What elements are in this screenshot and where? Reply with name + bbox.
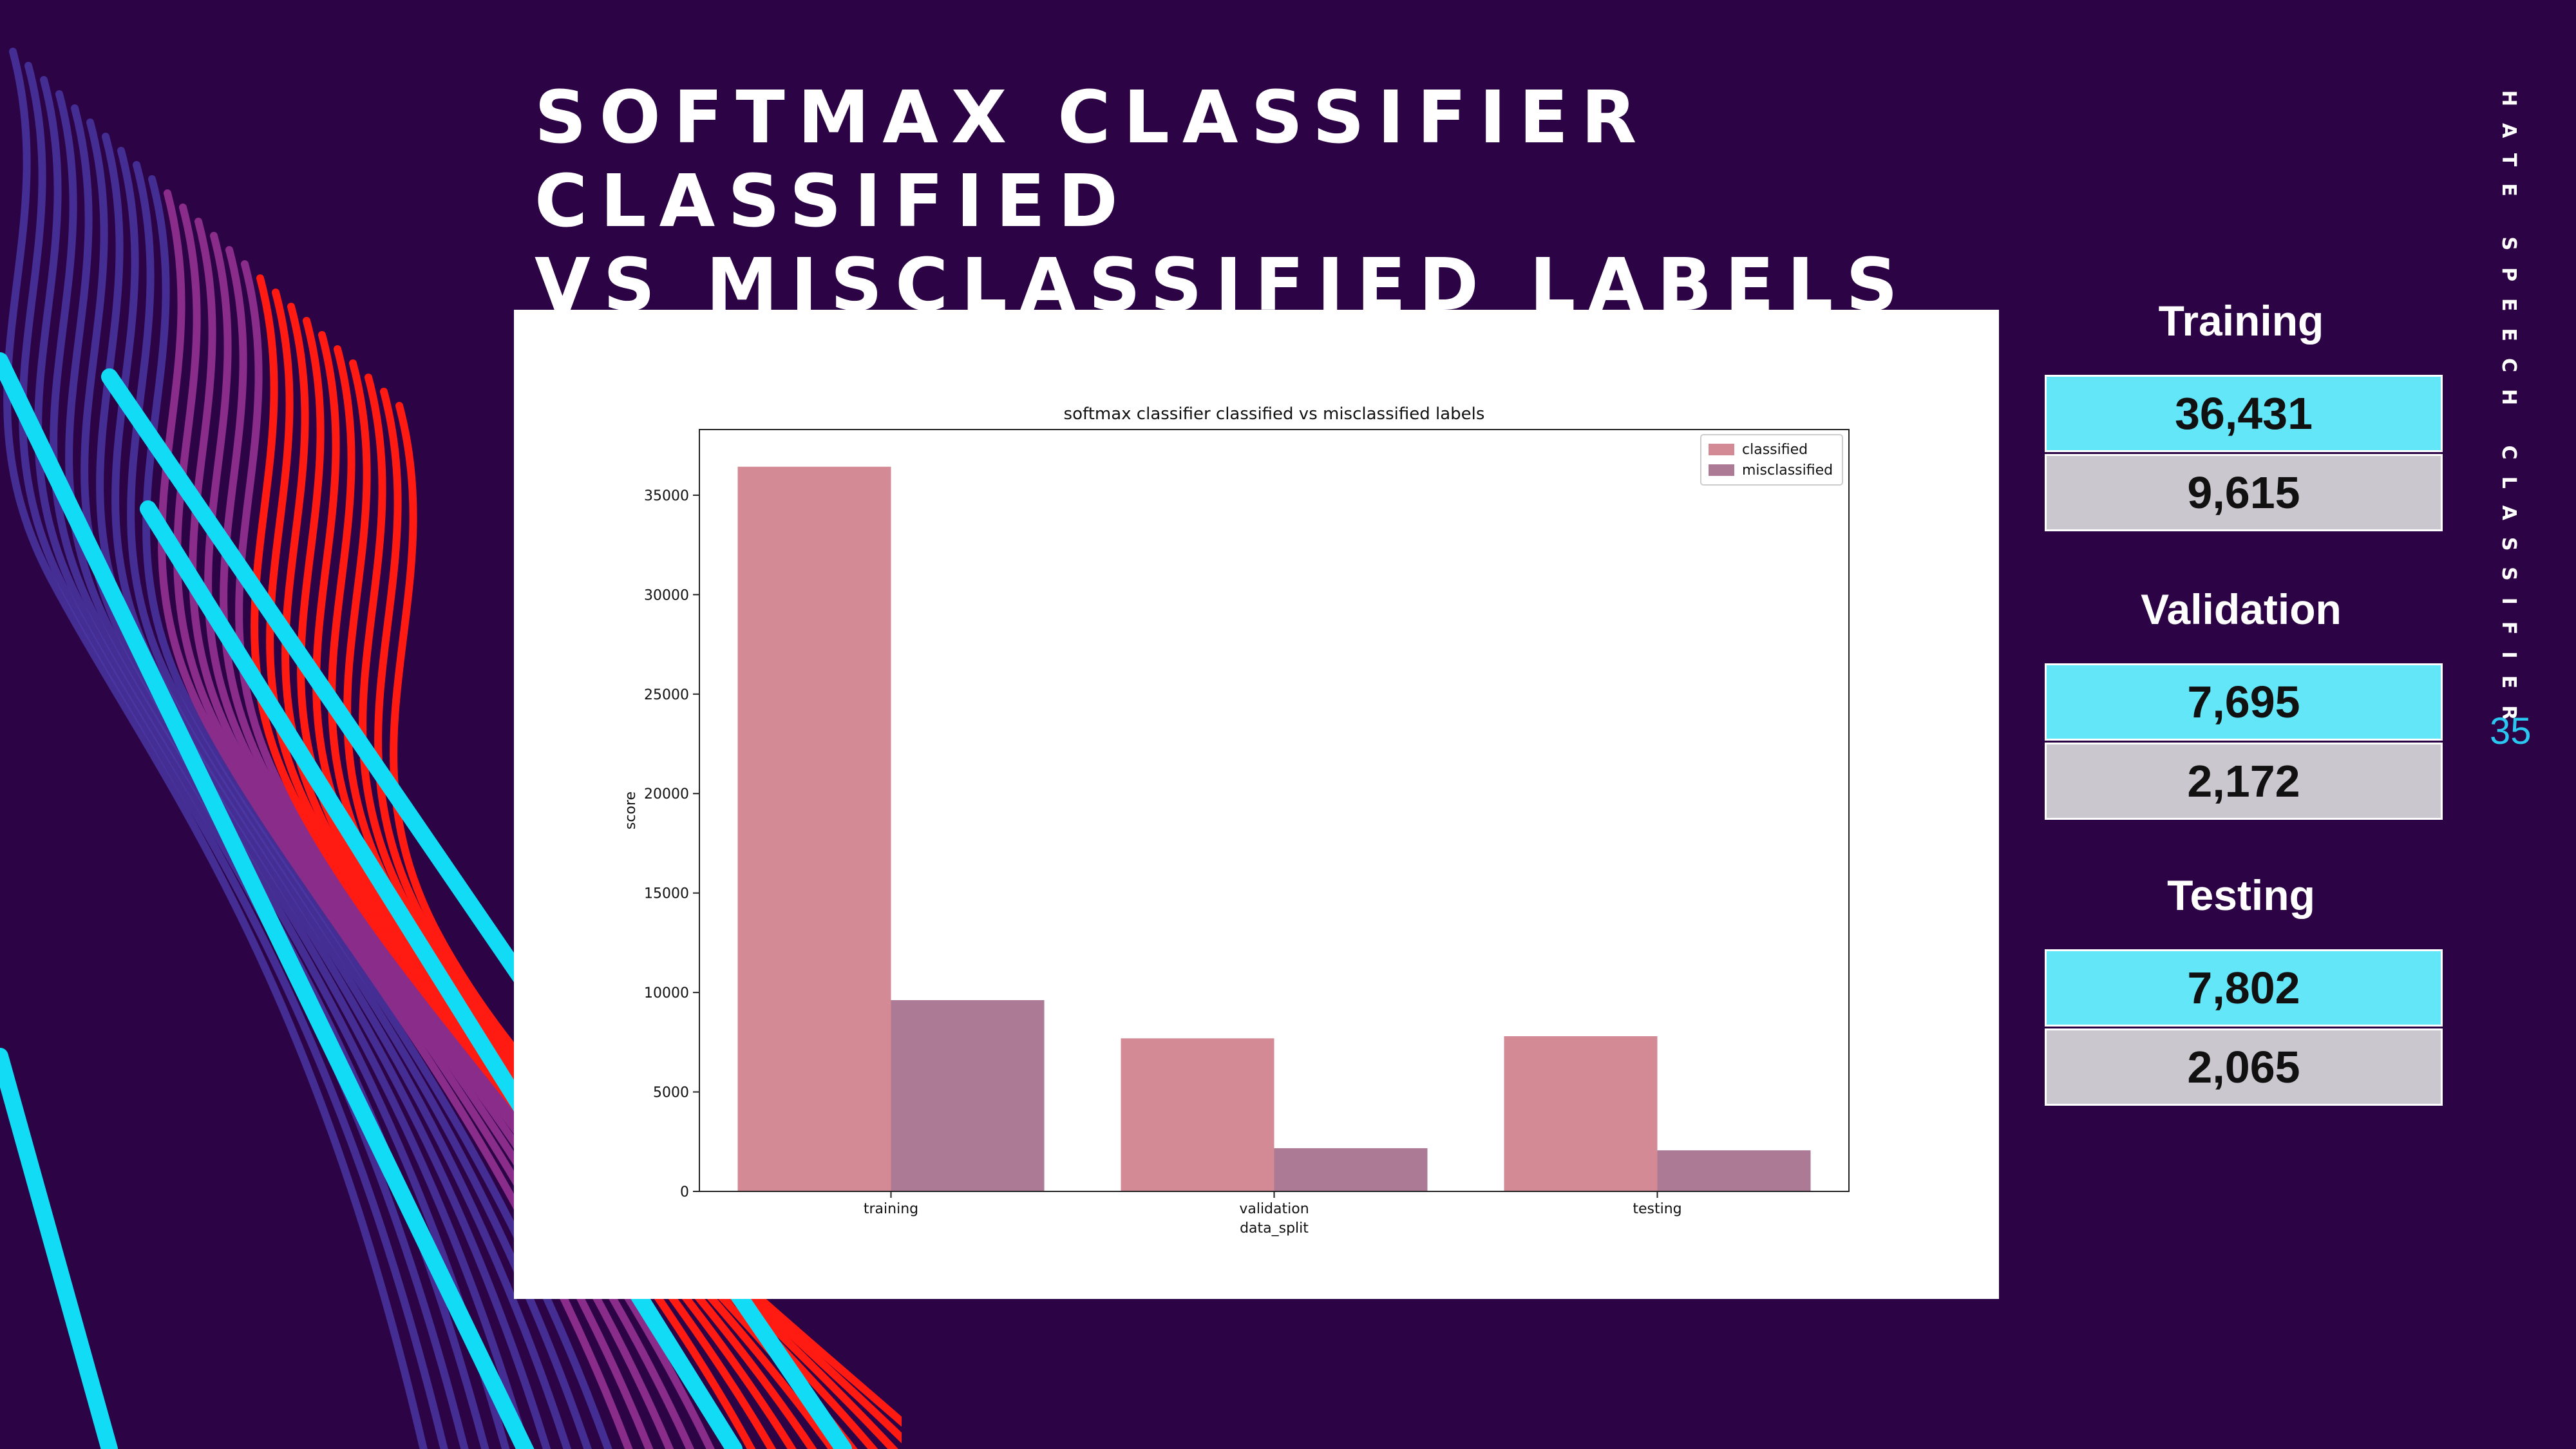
wave-line — [390, 402, 902, 1427]
bar-misclassified-validation — [1274, 1148, 1428, 1191]
stat-label-training: Training — [2158, 297, 2324, 345]
slide-title: SOFTMAX CLASSIFIER CLASSIFIED VS MISCLAS… — [535, 76, 2080, 327]
stat-label-validation: Validation — [2141, 585, 2342, 633]
y-tick-label: 30000 — [644, 587, 689, 603]
stat-classified-validation: 7,695 — [2045, 663, 2443, 741]
chart-card: softmax classifier classified vs misclas… — [514, 310, 1999, 1299]
bar-classified-testing — [1504, 1036, 1658, 1191]
legend-label-misclassified: misclassified — [1742, 462, 1833, 478]
y-tick-label: 0 — [680, 1184, 689, 1200]
legend: classified misclassified — [1700, 434, 1843, 486]
cyan-stripe — [0, 352, 535, 1449]
stat-misclassified-validation: 2,172 — [2045, 743, 2443, 820]
y-tick-label: 25000 — [644, 687, 689, 703]
bar-chart: softmax classifier classified vs misclas… — [623, 404, 1850, 1236]
wave-line — [127, 161, 592, 1449]
y-tick-label: 10000 — [644, 985, 689, 1001]
y-axis-label: score — [623, 791, 639, 829]
cyan-stripe — [0, 1048, 118, 1449]
bar-classified-training — [737, 466, 891, 1191]
bar-classified-validation — [1121, 1038, 1274, 1191]
legend-swatch-classified — [1709, 444, 1734, 455]
stat-label-testing: Testing — [2167, 871, 2315, 919]
stat-classified-testing: 7,802 — [2045, 949, 2443, 1027]
y-tick-label: 15000 — [644, 886, 689, 902]
y-tick-label: 35000 — [644, 488, 689, 504]
page-number: 35 — [2490, 710, 2532, 752]
chart-title: softmax classifier classified vs misclas… — [1064, 404, 1485, 424]
stat-misclassified-testing: 2,065 — [2045, 1028, 2443, 1106]
y-tick-label: 20000 — [644, 786, 689, 802]
y-tick-label: 5000 — [653, 1085, 689, 1101]
legend-swatch-misclassified — [1709, 464, 1734, 476]
stat-misclassified-training: 9,615 — [2045, 454, 2443, 531]
wave-line — [65, 104, 510, 1449]
wave-line — [19, 62, 448, 1449]
wave-line — [374, 388, 902, 1444]
x-tick-label: validation — [1239, 1201, 1309, 1217]
legend-label-classified: classified — [1742, 442, 1808, 458]
wave-line — [142, 175, 612, 1449]
stat-classified-training: 36,431 — [2045, 375, 2443, 452]
side-label: HATE SPEECH CLASSIFIER — [2497, 90, 2520, 737]
x-tick-label: training — [864, 1201, 918, 1217]
bar-misclassified-training — [891, 1000, 1045, 1191]
slide-title-line-1: SOFTMAX CLASSIFIER CLASSIFIED — [535, 76, 1650, 243]
bar-misclassified-testing — [1657, 1150, 1811, 1191]
legend-box — [1700, 434, 1843, 486]
x-tick-label: testing — [1633, 1201, 1681, 1217]
wave-line — [158, 189, 633, 1449]
x-axis-label: data_split — [1240, 1220, 1309, 1236]
wave-line — [3, 48, 428, 1449]
